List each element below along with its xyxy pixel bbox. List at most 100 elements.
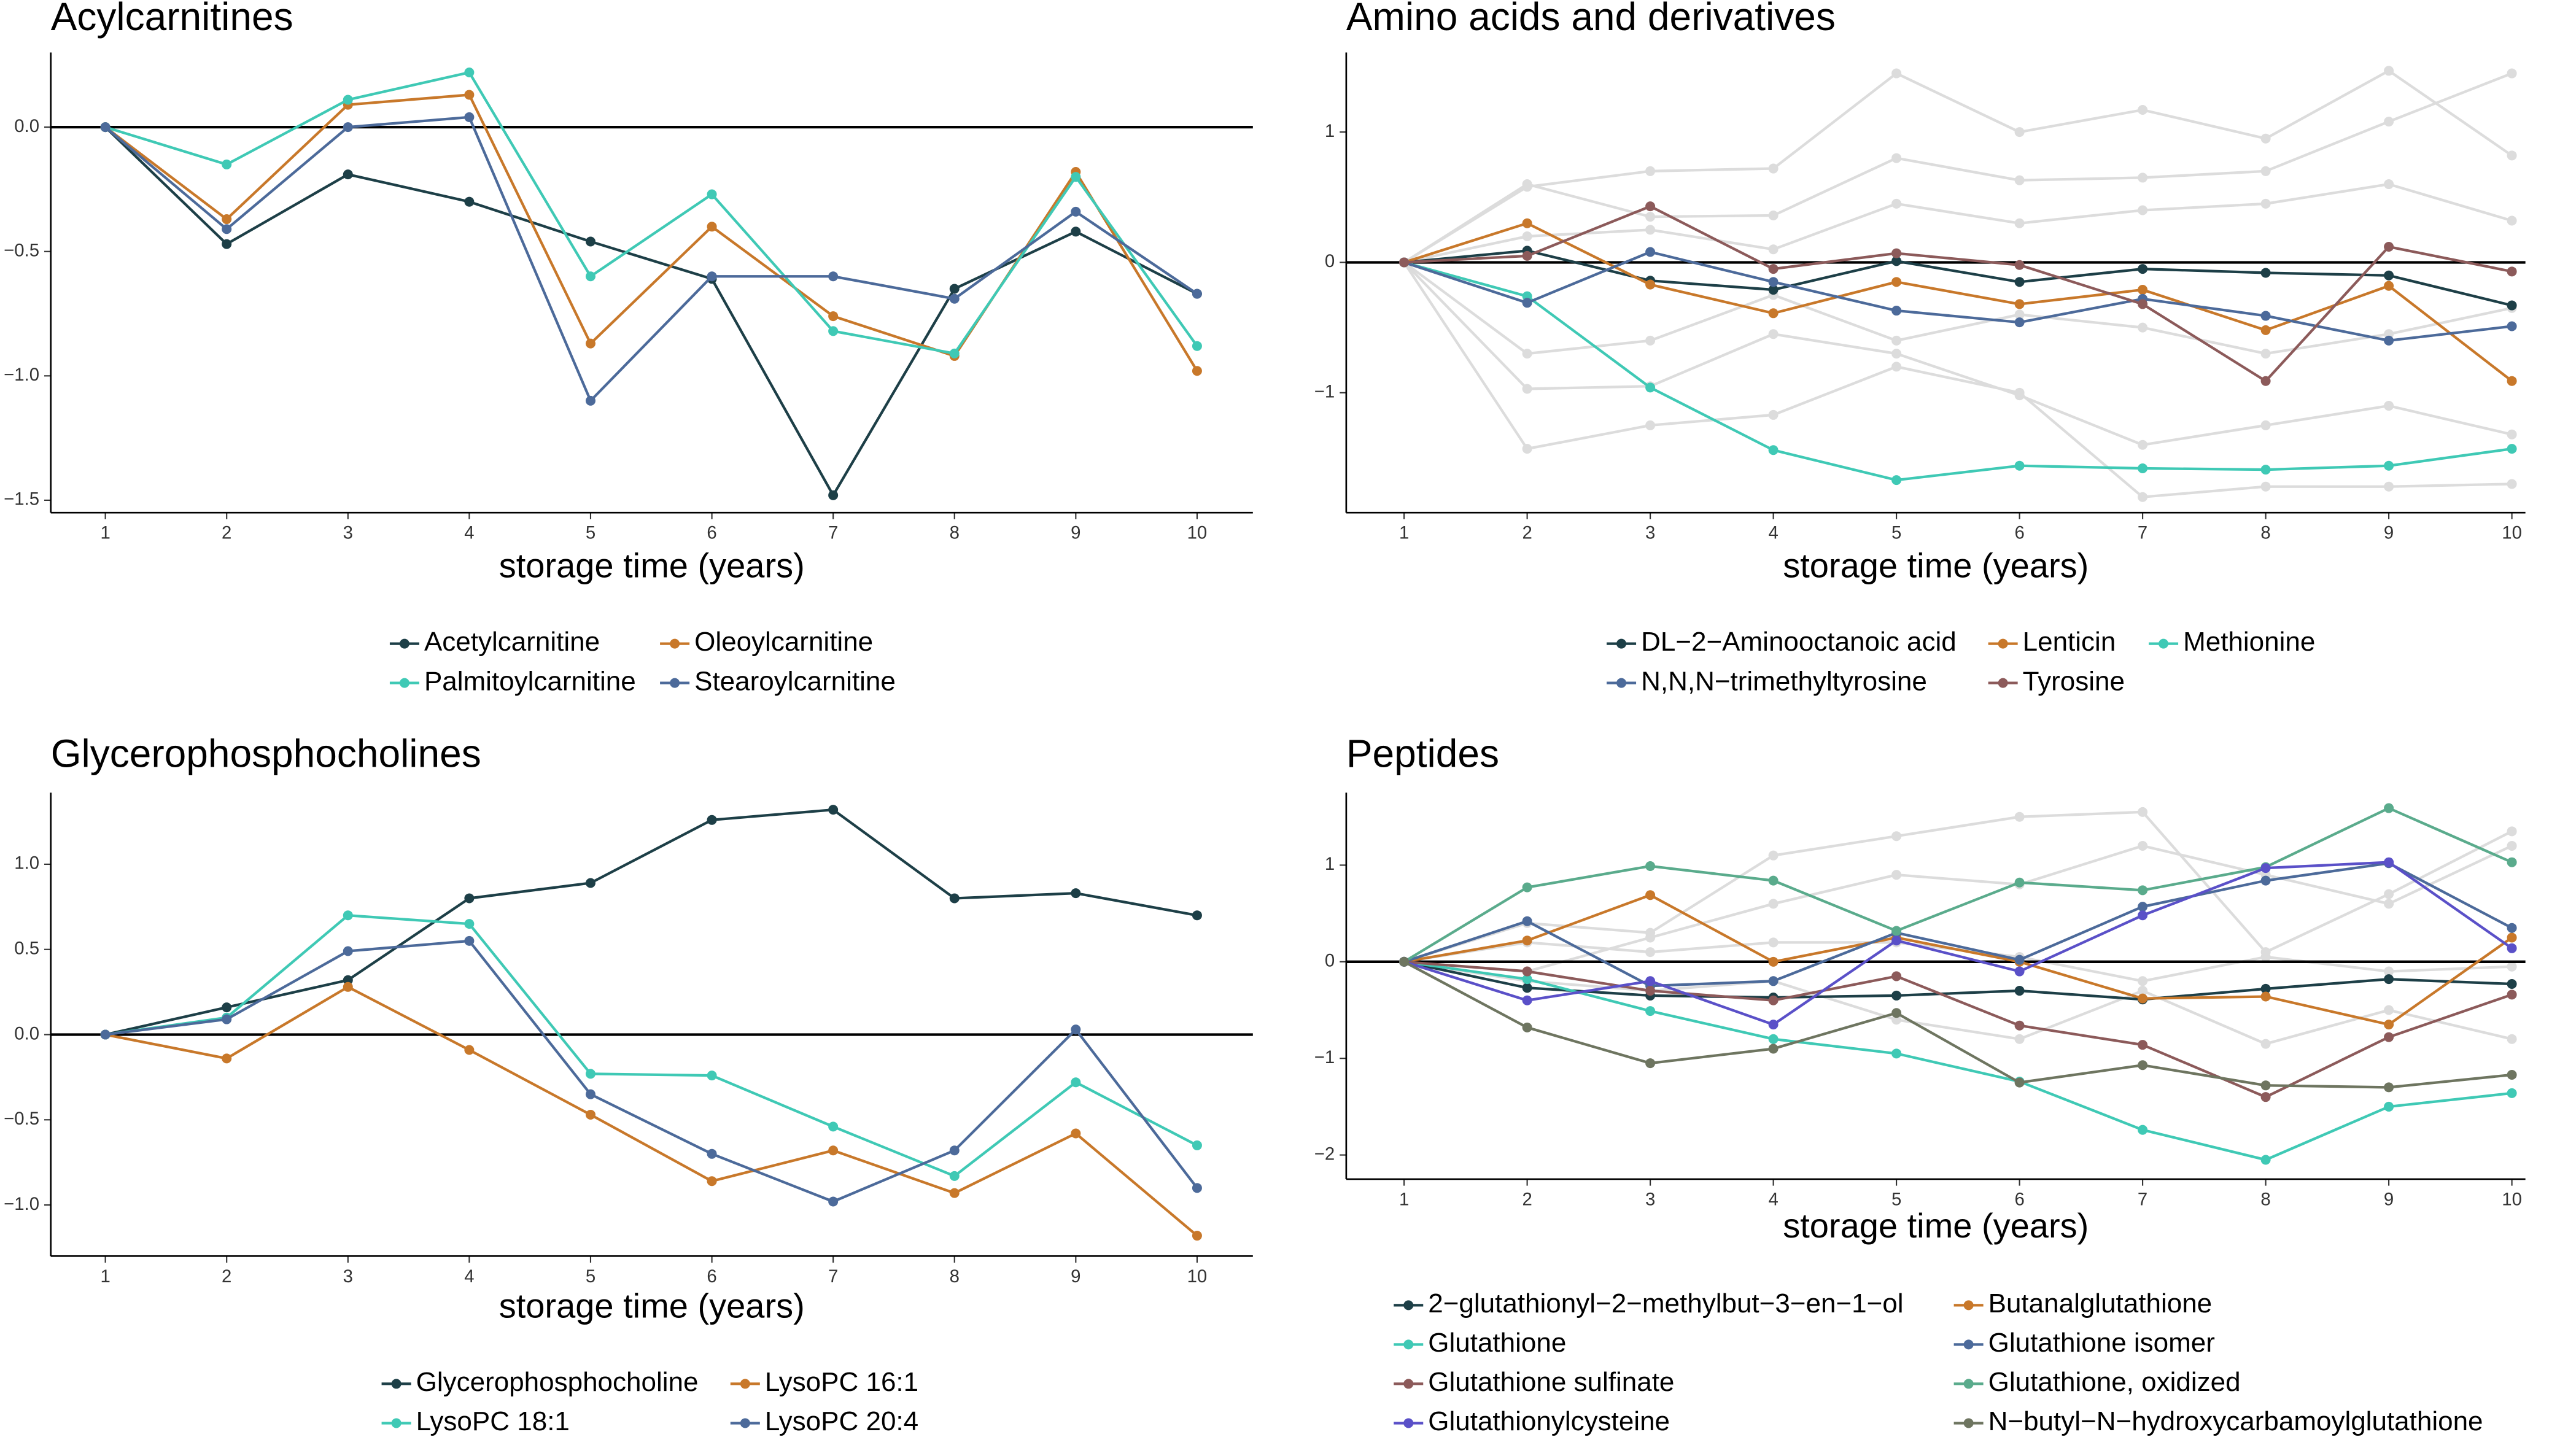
x-tick-label: 9 [1071, 523, 1080, 543]
series-point [1891, 1008, 1902, 1018]
series-point [1768, 277, 1779, 287]
background-point [1891, 831, 1902, 842]
legend-swatch-dot [1998, 678, 2008, 688]
series-line [1403, 222, 2513, 382]
background-point [1768, 937, 1779, 948]
series-line [1403, 893, 2513, 1026]
background-point [1645, 420, 1656, 430]
background-point [2014, 218, 2025, 228]
series-point [2507, 989, 2517, 1000]
series-line [105, 914, 1198, 1178]
series-point [1891, 1048, 1902, 1059]
y-tick-label: −2 [1314, 1144, 1335, 1164]
background-point [2014, 175, 2025, 185]
series-point [1768, 995, 1779, 1005]
background-point [2138, 104, 2148, 115]
series-point [585, 338, 595, 349]
background-point [1768, 409, 1779, 420]
series-point [2507, 932, 2517, 943]
x-tick-label: 10 [2502, 1189, 2522, 1209]
series-point [2384, 335, 2394, 346]
x-tick-label: 6 [2014, 523, 2024, 543]
series-point [585, 878, 595, 888]
series-line [1403, 249, 2513, 307]
series-line [105, 808, 1198, 1036]
x-tick-label: 10 [1187, 523, 1208, 543]
series-point [1768, 976, 1779, 986]
x-axis-label: storage time (years) [1783, 1206, 2089, 1245]
series-point [1768, 1044, 1779, 1054]
series-point [828, 1121, 839, 1132]
series-point [1522, 298, 1532, 308]
series-line [1403, 960, 2512, 1161]
series-point [2384, 1020, 2394, 1030]
series-point [1071, 227, 1081, 237]
series-point [1645, 201, 1656, 212]
series-point [1071, 1077, 1081, 1088]
x-tick-label: 9 [2384, 1189, 2394, 1209]
background-point [2507, 1034, 2517, 1044]
legend-swatch-dot [1963, 1379, 1974, 1389]
series-point [2384, 270, 2394, 281]
legend-label: Lenticin [2023, 627, 2116, 657]
series-point [2507, 321, 2517, 331]
background-point [1522, 231, 1532, 241]
series-point [1768, 285, 1779, 295]
series-point [2507, 376, 2517, 386]
series-point [707, 1176, 717, 1187]
background-point [2138, 440, 2148, 450]
background-point [1645, 225, 1656, 235]
y-tick-label: −1.5 [4, 489, 39, 509]
series-point [1192, 366, 1202, 376]
series-line [1403, 250, 2512, 343]
background-point [1891, 349, 1902, 359]
series-line [1403, 862, 2513, 988]
x-tick-label: 9 [2384, 523, 2394, 543]
series-point [1071, 172, 1081, 182]
y-tick-label: 0 [1325, 251, 1335, 271]
series-point [1645, 247, 1656, 257]
background-point [2260, 198, 2271, 209]
series-point [1522, 935, 1532, 946]
series-point [2260, 325, 2271, 335]
legend-swatch-dot [740, 1379, 750, 1389]
background-point [1768, 329, 1779, 339]
background-point [1522, 384, 1532, 394]
x-tick-label: 1 [1399, 1189, 1409, 1209]
x-tick-label: 4 [464, 1266, 474, 1287]
legend-swatch-dot [1616, 638, 1627, 649]
background-point [2507, 68, 2517, 79]
series-point [464, 196, 475, 207]
series-point [1522, 983, 1532, 993]
y-tick-label: 1 [1325, 854, 1335, 874]
series-line [104, 71, 1198, 355]
series-point [1399, 257, 1410, 268]
series-point [2507, 266, 2517, 277]
series-point [1645, 279, 1656, 290]
x-tick-label: 3 [1645, 523, 1655, 543]
legend-swatch-dot [670, 678, 680, 688]
background-point [1768, 163, 1779, 174]
series-point [343, 910, 353, 921]
legend-label: Glutathione sulfinate [1428, 1367, 1674, 1397]
series-point [1645, 890, 1656, 900]
series-point [828, 1196, 839, 1207]
background-point [2384, 889, 2394, 899]
background-point [2014, 811, 2025, 822]
series-point [2014, 1020, 2025, 1031]
y-tick-label: 0.5 [14, 938, 39, 958]
legend-label: N−butyl−N−hydroxycarbamoylglutathione [1988, 1406, 2483, 1436]
series-point [1768, 875, 1779, 886]
series-point [1891, 277, 1902, 287]
legend-label: Methionine [2183, 627, 2315, 657]
background-point [1522, 179, 1532, 190]
x-tick-label: 7 [2138, 523, 2147, 543]
series-point [585, 1109, 595, 1120]
background-point [2138, 172, 2148, 183]
series-point [1192, 1231, 1202, 1241]
series-point [343, 975, 353, 985]
series-line [1403, 960, 2512, 1089]
series-point [222, 1002, 232, 1013]
series-point [2014, 277, 2025, 287]
